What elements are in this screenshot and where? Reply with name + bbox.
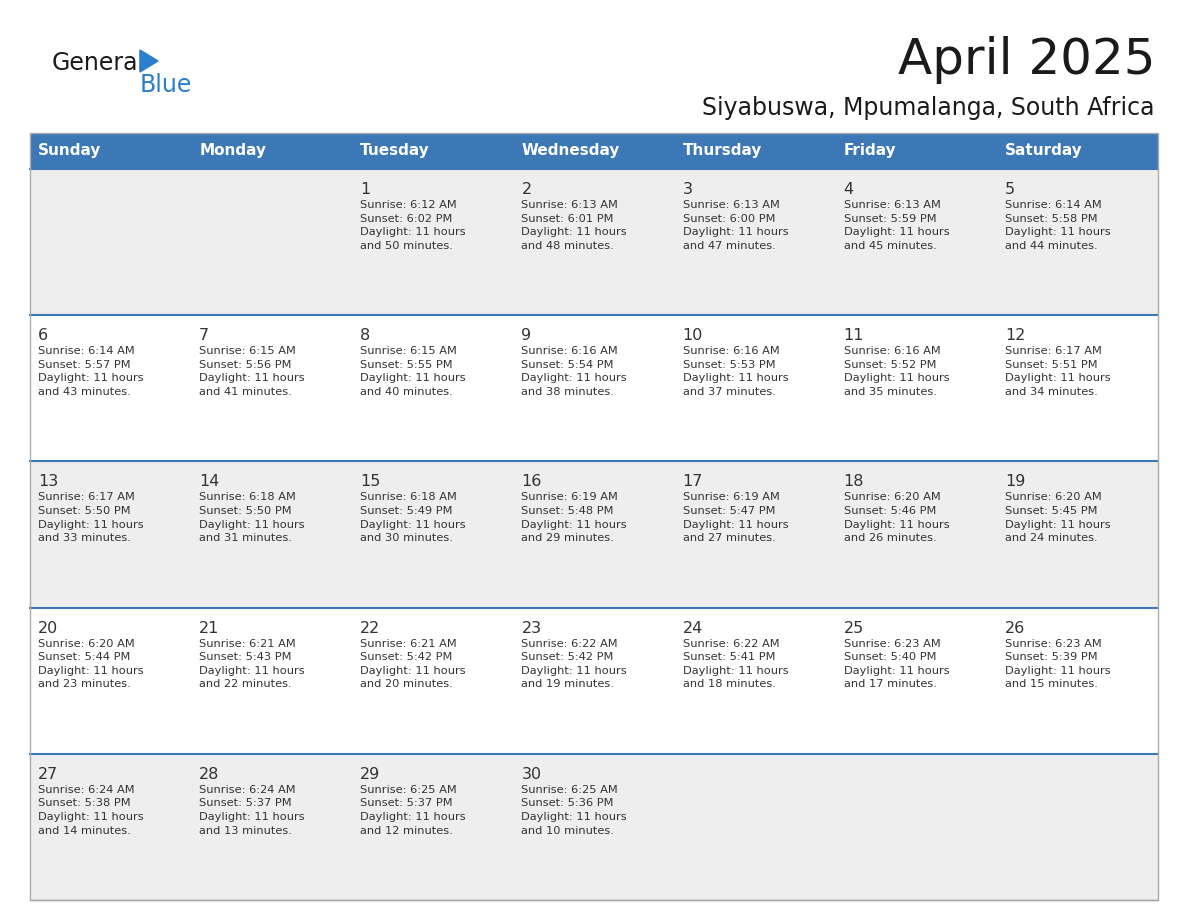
- Text: Sunrise: 6:24 AM
Sunset: 5:37 PM
Daylight: 11 hours
and 13 minutes.: Sunrise: 6:24 AM Sunset: 5:37 PM Dayligh…: [200, 785, 305, 835]
- Text: Blue: Blue: [140, 73, 192, 97]
- Text: 19: 19: [1005, 475, 1025, 489]
- Text: Sunrise: 6:12 AM
Sunset: 6:02 PM
Daylight: 11 hours
and 50 minutes.: Sunrise: 6:12 AM Sunset: 6:02 PM Dayligh…: [360, 200, 466, 251]
- Text: 9: 9: [522, 329, 531, 343]
- Text: Sunrise: 6:15 AM
Sunset: 5:55 PM
Daylight: 11 hours
and 40 minutes.: Sunrise: 6:15 AM Sunset: 5:55 PM Dayligh…: [360, 346, 466, 397]
- Text: 15: 15: [360, 475, 380, 489]
- Text: Sunrise: 6:25 AM
Sunset: 5:37 PM
Daylight: 11 hours
and 12 minutes.: Sunrise: 6:25 AM Sunset: 5:37 PM Dayligh…: [360, 785, 466, 835]
- Text: 4: 4: [843, 182, 854, 197]
- Text: Sunrise: 6:20 AM
Sunset: 5:44 PM
Daylight: 11 hours
and 23 minutes.: Sunrise: 6:20 AM Sunset: 5:44 PM Dayligh…: [38, 639, 144, 689]
- Text: General: General: [52, 51, 145, 75]
- Text: Friday: Friday: [843, 143, 896, 159]
- Text: 14: 14: [200, 475, 220, 489]
- Text: 11: 11: [843, 329, 864, 343]
- Text: Sunrise: 6:13 AM
Sunset: 6:01 PM
Daylight: 11 hours
and 48 minutes.: Sunrise: 6:13 AM Sunset: 6:01 PM Dayligh…: [522, 200, 627, 251]
- Text: Sunrise: 6:13 AM
Sunset: 5:59 PM
Daylight: 11 hours
and 45 minutes.: Sunrise: 6:13 AM Sunset: 5:59 PM Dayligh…: [843, 200, 949, 251]
- Bar: [30, 608, 1158, 754]
- Text: 18: 18: [843, 475, 864, 489]
- Bar: [30, 754, 1158, 900]
- Text: Sunrise: 6:20 AM
Sunset: 5:45 PM
Daylight: 11 hours
and 24 minutes.: Sunrise: 6:20 AM Sunset: 5:45 PM Dayligh…: [1005, 492, 1111, 543]
- Text: Sunrise: 6:25 AM
Sunset: 5:36 PM
Daylight: 11 hours
and 10 minutes.: Sunrise: 6:25 AM Sunset: 5:36 PM Dayligh…: [522, 785, 627, 835]
- Text: 26: 26: [1005, 621, 1025, 635]
- Text: Sunrise: 6:17 AM
Sunset: 5:50 PM
Daylight: 11 hours
and 33 minutes.: Sunrise: 6:17 AM Sunset: 5:50 PM Dayligh…: [38, 492, 144, 543]
- Text: Sunrise: 6:19 AM
Sunset: 5:47 PM
Daylight: 11 hours
and 27 minutes.: Sunrise: 6:19 AM Sunset: 5:47 PM Dayligh…: [683, 492, 788, 543]
- Text: 28: 28: [200, 767, 220, 782]
- Text: 23: 23: [522, 621, 542, 635]
- Text: Sunrise: 6:23 AM
Sunset: 5:39 PM
Daylight: 11 hours
and 15 minutes.: Sunrise: 6:23 AM Sunset: 5:39 PM Dayligh…: [1005, 639, 1111, 689]
- Text: 22: 22: [360, 621, 380, 635]
- Text: Thursday: Thursday: [683, 143, 762, 159]
- Text: Sunrise: 6:22 AM
Sunset: 5:42 PM
Daylight: 11 hours
and 19 minutes.: Sunrise: 6:22 AM Sunset: 5:42 PM Dayligh…: [522, 639, 627, 689]
- Text: Wednesday: Wednesday: [522, 143, 620, 159]
- Text: 29: 29: [360, 767, 380, 782]
- Text: 7: 7: [200, 329, 209, 343]
- Text: 12: 12: [1005, 329, 1025, 343]
- Text: Sunrise: 6:15 AM
Sunset: 5:56 PM
Daylight: 11 hours
and 41 minutes.: Sunrise: 6:15 AM Sunset: 5:56 PM Dayligh…: [200, 346, 305, 397]
- Text: Sunrise: 6:23 AM
Sunset: 5:40 PM
Daylight: 11 hours
and 17 minutes.: Sunrise: 6:23 AM Sunset: 5:40 PM Dayligh…: [843, 639, 949, 689]
- Text: Sunrise: 6:16 AM
Sunset: 5:52 PM
Daylight: 11 hours
and 35 minutes.: Sunrise: 6:16 AM Sunset: 5:52 PM Dayligh…: [843, 346, 949, 397]
- Bar: [30, 169, 1158, 315]
- Text: Sunrise: 6:24 AM
Sunset: 5:38 PM
Daylight: 11 hours
and 14 minutes.: Sunrise: 6:24 AM Sunset: 5:38 PM Dayligh…: [38, 785, 144, 835]
- Text: 3: 3: [683, 182, 693, 197]
- Text: 8: 8: [360, 329, 371, 343]
- Text: 2: 2: [522, 182, 531, 197]
- Text: Sunrise: 6:19 AM
Sunset: 5:48 PM
Daylight: 11 hours
and 29 minutes.: Sunrise: 6:19 AM Sunset: 5:48 PM Dayligh…: [522, 492, 627, 543]
- Bar: [30, 133, 1158, 900]
- Text: 16: 16: [522, 475, 542, 489]
- Text: Tuesday: Tuesday: [360, 143, 430, 159]
- Text: Sunrise: 6:22 AM
Sunset: 5:41 PM
Daylight: 11 hours
and 18 minutes.: Sunrise: 6:22 AM Sunset: 5:41 PM Dayligh…: [683, 639, 788, 689]
- Text: 24: 24: [683, 621, 703, 635]
- Text: 27: 27: [38, 767, 58, 782]
- Text: Sunrise: 6:20 AM
Sunset: 5:46 PM
Daylight: 11 hours
and 26 minutes.: Sunrise: 6:20 AM Sunset: 5:46 PM Dayligh…: [843, 492, 949, 543]
- Text: Saturday: Saturday: [1005, 143, 1082, 159]
- Bar: [30, 315, 1158, 462]
- Text: Sunrise: 6:14 AM
Sunset: 5:58 PM
Daylight: 11 hours
and 44 minutes.: Sunrise: 6:14 AM Sunset: 5:58 PM Dayligh…: [1005, 200, 1111, 251]
- Text: 5: 5: [1005, 182, 1015, 197]
- Text: Sunrise: 6:21 AM
Sunset: 5:42 PM
Daylight: 11 hours
and 20 minutes.: Sunrise: 6:21 AM Sunset: 5:42 PM Dayligh…: [360, 639, 466, 689]
- Text: Sunrise: 6:13 AM
Sunset: 6:00 PM
Daylight: 11 hours
and 47 minutes.: Sunrise: 6:13 AM Sunset: 6:00 PM Dayligh…: [683, 200, 788, 251]
- Text: April 2025: April 2025: [897, 36, 1155, 84]
- Text: Sunrise: 6:18 AM
Sunset: 5:49 PM
Daylight: 11 hours
and 30 minutes.: Sunrise: 6:18 AM Sunset: 5:49 PM Dayligh…: [360, 492, 466, 543]
- Polygon shape: [140, 50, 158, 72]
- Text: Siyabuswa, Mpumalanga, South Africa: Siyabuswa, Mpumalanga, South Africa: [702, 96, 1155, 120]
- Text: Sunrise: 6:21 AM
Sunset: 5:43 PM
Daylight: 11 hours
and 22 minutes.: Sunrise: 6:21 AM Sunset: 5:43 PM Dayligh…: [200, 639, 305, 689]
- Text: 30: 30: [522, 767, 542, 782]
- Text: 17: 17: [683, 475, 703, 489]
- Text: Sunrise: 6:16 AM
Sunset: 5:53 PM
Daylight: 11 hours
and 37 minutes.: Sunrise: 6:16 AM Sunset: 5:53 PM Dayligh…: [683, 346, 788, 397]
- Text: 1: 1: [360, 182, 371, 197]
- Text: 6: 6: [38, 329, 49, 343]
- Text: Sunday: Sunday: [38, 143, 101, 159]
- Text: Monday: Monday: [200, 143, 266, 159]
- Text: Sunrise: 6:14 AM
Sunset: 5:57 PM
Daylight: 11 hours
and 43 minutes.: Sunrise: 6:14 AM Sunset: 5:57 PM Dayligh…: [38, 346, 144, 397]
- Text: Sunrise: 6:17 AM
Sunset: 5:51 PM
Daylight: 11 hours
and 34 minutes.: Sunrise: 6:17 AM Sunset: 5:51 PM Dayligh…: [1005, 346, 1111, 397]
- Bar: [30, 462, 1158, 608]
- Text: 13: 13: [38, 475, 58, 489]
- Text: 20: 20: [38, 621, 58, 635]
- Text: 10: 10: [683, 329, 703, 343]
- Text: 25: 25: [843, 621, 864, 635]
- Bar: [30, 133, 1158, 169]
- Text: Sunrise: 6:16 AM
Sunset: 5:54 PM
Daylight: 11 hours
and 38 minutes.: Sunrise: 6:16 AM Sunset: 5:54 PM Dayligh…: [522, 346, 627, 397]
- Text: 21: 21: [200, 621, 220, 635]
- Text: Sunrise: 6:18 AM
Sunset: 5:50 PM
Daylight: 11 hours
and 31 minutes.: Sunrise: 6:18 AM Sunset: 5:50 PM Dayligh…: [200, 492, 305, 543]
